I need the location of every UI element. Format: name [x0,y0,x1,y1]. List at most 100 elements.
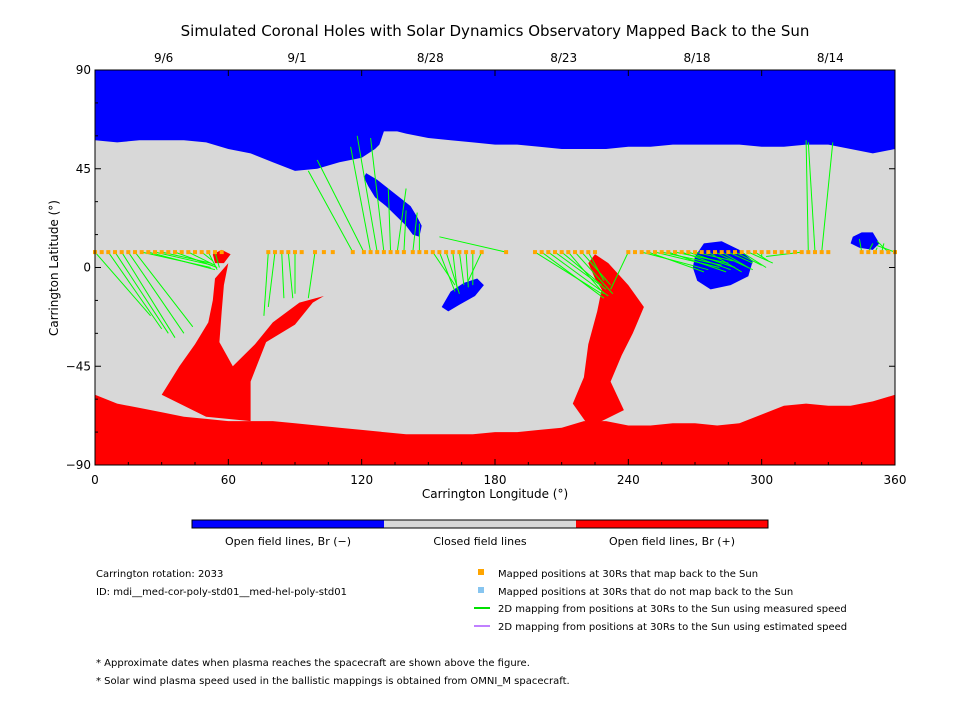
mapped-point [375,250,380,255]
mapped-point [866,250,871,255]
mapping-line [681,251,731,271]
mapped-point [179,250,184,255]
plot-area [93,69,897,466]
note-dates: * Approximate dates when plasma reaches … [96,658,530,669]
y-tick-label: 45 [76,162,91,176]
x-tick-label: 0 [91,473,99,487]
mapping-line [207,251,218,270]
mapping-line [877,245,896,253]
colorbar-negative [192,520,384,528]
mapped-point [437,250,442,255]
mapped-point [859,250,864,255]
mapping-line [610,251,629,290]
mapped-point [693,250,697,255]
mapped-point [173,250,177,255]
south-open-field-region [95,394,895,465]
mapping-line [267,252,276,308]
mapped-point [321,250,326,255]
mapping-line [439,236,507,253]
mapped-point [313,250,317,255]
id-info: ID: mdi__med-cor-poly-std01__med-hel-pol… [96,587,347,598]
mapped-point [573,250,577,255]
mapped-point [719,250,724,255]
mapping-line [674,251,729,264]
x-tick-label: 120 [350,473,373,487]
mapping-line [438,251,456,292]
x-axis-label: Carrington Longitude (°) [422,487,568,501]
mapping-line [581,251,611,286]
mapped-point [633,250,637,255]
mapping-line [641,251,709,271]
legend-marker-mapped [478,569,484,575]
mapping-line [708,251,742,273]
mapping-line [467,251,483,281]
mapped-point [139,250,144,255]
mapped-point [653,250,657,255]
x-tick-label: 240 [617,473,640,487]
mapping-line [107,251,163,330]
coronal-hole-positive-6 [572,254,644,426]
mapped-point [424,250,429,255]
legend-marker-unmapped [478,587,484,593]
mapped-point [444,250,449,255]
mapped-point [659,250,664,255]
mapped-point [286,250,291,255]
mapped-point [186,250,191,255]
mapping-line [821,142,834,253]
top-date-label: 9/6 [154,51,173,65]
mapping-line [154,251,213,266]
colorbar-frame [191,519,769,529]
mapping-line [541,251,605,299]
mapped-point [126,250,131,255]
mapped-point [673,250,677,255]
mapped-point [546,250,551,255]
mapped-point [193,250,197,255]
mapping-line [458,252,465,286]
y-tick-label: −45 [66,359,91,373]
mapped-point [566,250,571,255]
mapping-line [307,252,316,299]
mapped-point [206,250,211,255]
mapping-line [748,251,774,264]
mapping-line [858,238,863,253]
mapped-point [666,250,671,255]
mapped-point [470,250,475,255]
mapped-point [806,250,811,255]
mapping-line [387,188,392,253]
mapping-line [561,251,603,286]
mapped-point [266,250,271,255]
mapping-line [432,251,456,286]
mapping-line [307,170,354,253]
mapped-point [368,250,373,255]
mapping-line [465,252,469,288]
mapped-point [579,250,584,255]
mapped-point [119,250,124,255]
mapped-point [381,250,386,255]
mapped-point [273,250,277,255]
legend-label-unmapped: Mapped positions at 30Rs that do not map… [498,587,793,598]
mapped-point [553,250,557,255]
mapped-point [457,250,462,255]
mapped-point [646,250,651,255]
mapped-point [417,250,422,255]
coronal-holes [161,173,880,426]
mapped-point [879,250,884,255]
coronal-hole-positive-5 [161,263,324,422]
x-tick-label: 300 [750,473,773,487]
top-date-label: 9/1 [287,51,306,65]
mapped-point [746,250,751,255]
mapped-point [559,250,564,255]
mapped-point [873,250,877,255]
mapped-point [686,250,691,255]
x-tick-label: 360 [884,473,907,487]
mapped-point [133,250,137,255]
mapped-point [401,250,406,255]
top-date-label: 8/18 [684,51,711,65]
mapping-line [148,251,216,271]
mapped-point [706,250,711,255]
colorbar-label-closed: Closed field lines [433,535,527,548]
mapping-line [688,251,736,268]
y-tick-label: 90 [76,63,91,77]
mapped-point [593,250,597,255]
mapping-line [174,251,218,268]
